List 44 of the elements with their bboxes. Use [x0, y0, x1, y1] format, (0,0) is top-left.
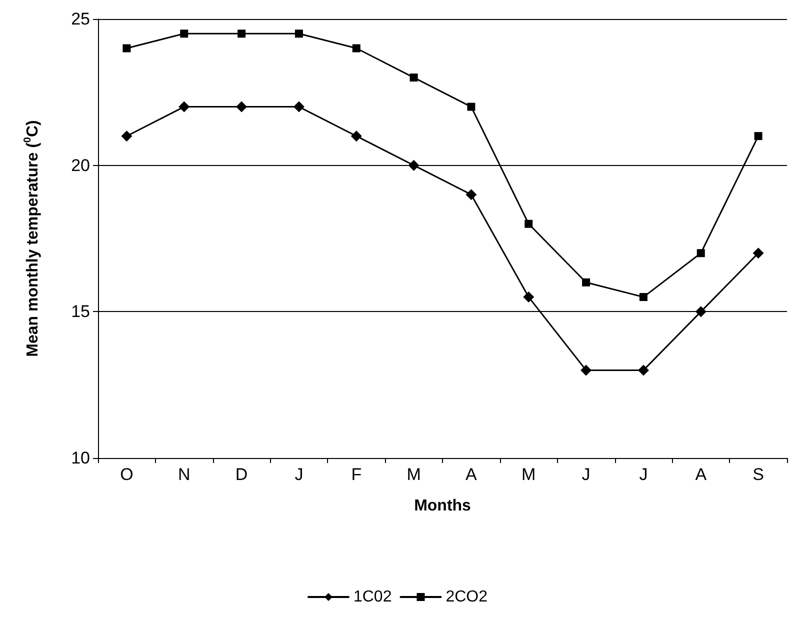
y-tick-label: 20 — [71, 156, 90, 175]
point — [638, 364, 649, 376]
x-axis-title: Months — [414, 498, 472, 514]
point — [408, 160, 420, 171]
point — [523, 292, 534, 303]
point — [752, 248, 764, 259]
y-axis-title: Mean monthly temperature (0C) — [22, 120, 42, 357]
point — [121, 130, 132, 142]
point — [294, 30, 303, 38]
x-tick-label: J — [639, 465, 648, 484]
point — [466, 189, 477, 200]
point — [236, 101, 248, 112]
point — [639, 293, 648, 302]
y-tick-label: 15 — [71, 302, 90, 322]
point — [350, 130, 362, 142]
x-tick-label: S — [752, 465, 764, 484]
point — [178, 101, 190, 112]
point — [467, 102, 476, 111]
x-tick-label: J — [294, 465, 304, 484]
point — [524, 220, 533, 228]
x-tick-label: M — [406, 465, 421, 484]
point — [410, 74, 418, 82]
point — [582, 278, 590, 286]
x-tick-label: A — [695, 465, 708, 484]
x-tick-label: J — [582, 465, 590, 484]
point — [695, 306, 706, 318]
point — [754, 132, 762, 140]
x-tick-label: F — [351, 465, 362, 484]
point — [180, 30, 188, 38]
x-tick-label: N — [178, 465, 190, 484]
point — [580, 364, 592, 376]
x-tick-label: M — [522, 465, 536, 484]
legend-label: 2CO2 — [446, 588, 488, 606]
x-tick-label: O — [120, 465, 134, 484]
x-tick-label: D — [235, 465, 248, 484]
point — [352, 44, 360, 52]
point — [122, 44, 131, 52]
point — [696, 249, 705, 258]
point — [293, 101, 304, 112]
legend-label: 1C02 — [353, 588, 392, 606]
y-tick-label: 25 — [71, 10, 90, 28]
y-tick-label: 10 — [71, 448, 90, 468]
x-tick-label: A — [466, 465, 478, 484]
point — [238, 30, 246, 38]
